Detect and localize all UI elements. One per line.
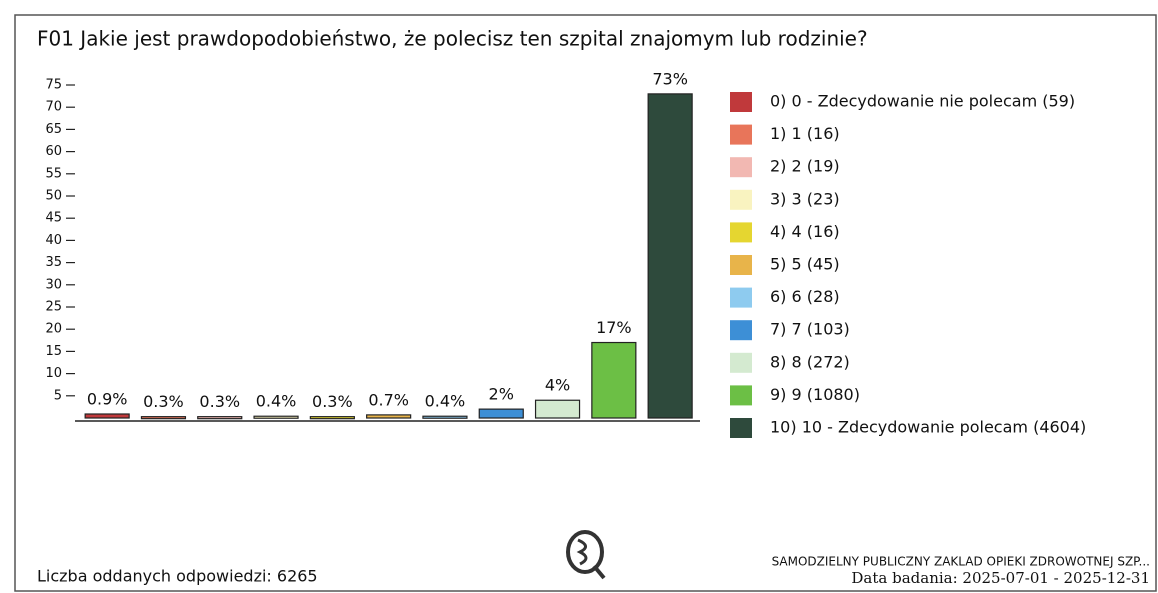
legend-swatch (730, 157, 752, 178)
y-tick-label: 60 (45, 144, 62, 159)
legend-swatch (730, 418, 752, 438)
value-label: 0.7% (368, 390, 409, 409)
value-label: 0.3% (143, 392, 184, 411)
y-tick-label: 40 (45, 233, 62, 248)
legend-label: 2) 2 (19) (770, 157, 840, 176)
value-label: 4% (545, 376, 570, 395)
bar (591, 341, 637, 419)
value-label: 0.3% (312, 392, 353, 411)
y-tick-label: 5 (54, 388, 62, 403)
bar (534, 399, 581, 419)
frame (14, 14, 1157, 592)
value-label: 0.9% (87, 390, 128, 409)
legend-swatch (730, 287, 752, 308)
legend-swatch (730, 385, 752, 406)
legend-label: 8) 8 (272) (770, 352, 850, 371)
y-tick-label: 35 (45, 255, 62, 270)
survey-date: Data badania: 2025-07-01 - 2025-12-31 (851, 569, 1150, 587)
value-label: 0.3% (199, 392, 240, 411)
bar (366, 414, 412, 419)
value-label: 0.4% (425, 392, 466, 411)
legend-label: 4) 4 (16) (770, 222, 840, 241)
y-tick-label: 50 (45, 189, 62, 204)
y-tick-label: 15 (45, 344, 62, 359)
value-label: 73% (652, 69, 688, 88)
legend-swatch (730, 255, 752, 275)
y-tick-label: 30 (45, 277, 62, 292)
value-label: 2% (489, 385, 514, 404)
institution: SAMODZIELNY PUBLICZNY ZAKLAD OPIEKI ZDRO… (772, 555, 1150, 569)
bar (197, 416, 243, 420)
legend-swatch (730, 124, 752, 145)
legend-label: 3) 3 (23) (770, 189, 840, 208)
bar (140, 416, 187, 420)
responses-count: Liczba oddanych odpowiedzi: 6265 (37, 567, 318, 586)
y-tick-label: 45 (45, 211, 62, 226)
legend-swatch (730, 320, 752, 341)
legend-label: 5) 5 (45) (770, 255, 840, 274)
legend-label: 7) 7 (103) (770, 320, 850, 339)
legend-swatch (730, 189, 752, 210)
y-tick-label: 20 (45, 322, 62, 337)
legend-label: 0) 0 - Zdecydowanie nie polecam (59) (770, 92, 1075, 111)
legend-swatch (730, 222, 752, 243)
logo (566, 530, 606, 580)
y-tick-label: 75 (45, 78, 62, 93)
legend-label: 6) 6 (28) (770, 287, 840, 306)
y-tick-label: 65 (45, 122, 62, 137)
y-tick-label: 25 (45, 300, 62, 315)
y-tick-label: 55 (45, 166, 62, 181)
legend-swatch (730, 352, 752, 373)
legend-label: 1) 1 (16) (770, 124, 840, 143)
legend-swatch (730, 92, 752, 112)
legend-label: 9) 9 (1080) (770, 385, 860, 404)
chart-title: F01 Jakie jest prawdopodobieństwo, że po… (37, 27, 868, 51)
bar (647, 93, 693, 419)
legend-label: 10) 10 - Zdecydowanie polecam (4604) (770, 418, 1086, 437)
bar (253, 415, 299, 419)
bar (478, 408, 524, 419)
bar (422, 415, 468, 419)
bar (309, 416, 355, 420)
y-tick-label: 10 (45, 366, 62, 381)
value-label: 17% (596, 318, 632, 337)
bar (84, 413, 130, 419)
value-label: 0.4% (256, 392, 297, 411)
y-tick-label: 70 (45, 100, 62, 115)
